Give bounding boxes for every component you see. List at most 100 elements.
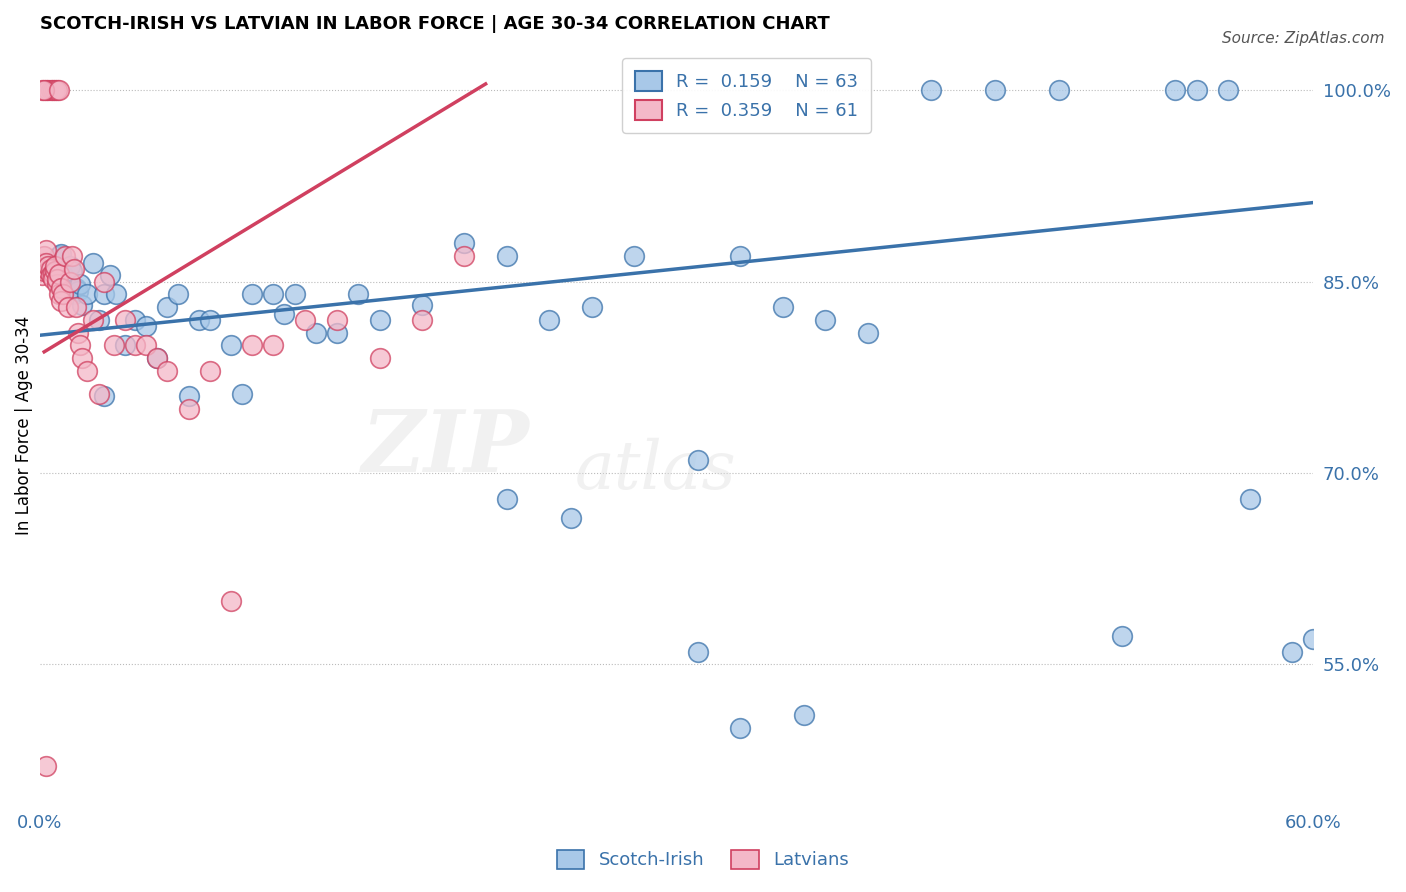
- Point: [188, 313, 211, 327]
- Point: [45, 277, 67, 292]
- Point: [32, 264, 55, 278]
- Point: [240, 287, 263, 301]
- Point: [326, 326, 349, 340]
- Point: [37, 83, 59, 97]
- Point: [35, 260, 58, 274]
- Point: [1111, 629, 1133, 643]
- Point: [67, 284, 90, 298]
- Point: [51, 281, 73, 295]
- Point: [793, 708, 815, 723]
- Text: ZIP: ZIP: [363, 406, 530, 490]
- Point: [41, 268, 63, 283]
- Point: [55, 275, 77, 289]
- Point: [920, 83, 942, 97]
- Point: [284, 287, 307, 301]
- Point: [114, 313, 136, 327]
- Point: [294, 313, 316, 327]
- Point: [1047, 83, 1070, 97]
- Point: [82, 255, 104, 269]
- Point: [65, 281, 87, 295]
- Point: [39, 268, 62, 283]
- Point: [45, 272, 67, 286]
- Point: [772, 300, 794, 314]
- Point: [1281, 644, 1303, 658]
- Point: [262, 287, 284, 301]
- Text: atlas: atlas: [575, 438, 737, 503]
- Point: [145, 351, 167, 366]
- Point: [63, 261, 86, 276]
- Y-axis label: In Labor Force | Age 30-34: In Labor Force | Age 30-34: [15, 316, 32, 535]
- Point: [69, 277, 91, 292]
- Point: [156, 300, 179, 314]
- Point: [44, 264, 66, 278]
- Point: [44, 260, 66, 274]
- Point: [198, 364, 221, 378]
- Point: [48, 83, 70, 97]
- Point: [984, 83, 1007, 97]
- Point: [41, 272, 63, 286]
- Point: [31, 255, 53, 269]
- Point: [730, 249, 752, 263]
- Point: [814, 313, 837, 327]
- Point: [37, 260, 59, 274]
- Legend: Scotch-Irish, Latvians: Scotch-Irish, Latvians: [548, 840, 858, 879]
- Point: [581, 300, 603, 314]
- Point: [93, 389, 115, 403]
- Point: [856, 326, 879, 340]
- Point: [219, 338, 242, 352]
- Point: [368, 313, 391, 327]
- Point: [76, 287, 98, 301]
- Point: [177, 389, 200, 403]
- Point: [453, 249, 475, 263]
- Point: [453, 236, 475, 251]
- Point: [411, 313, 433, 327]
- Point: [89, 313, 111, 327]
- Point: [39, 261, 62, 276]
- Point: [177, 402, 200, 417]
- Point: [51, 246, 73, 260]
- Point: [32, 83, 55, 97]
- Point: [124, 313, 146, 327]
- Point: [48, 249, 70, 263]
- Point: [262, 338, 284, 352]
- Point: [1218, 83, 1240, 97]
- Point: [35, 243, 58, 257]
- Point: [93, 275, 115, 289]
- Point: [32, 249, 55, 263]
- Point: [730, 721, 752, 735]
- Point: [240, 338, 263, 352]
- Point: [48, 287, 70, 301]
- Point: [56, 300, 79, 314]
- Point: [135, 319, 157, 334]
- Legend: R =  0.159    N = 63, R =  0.359    N = 61: R = 0.159 N = 63, R = 0.359 N = 61: [623, 59, 872, 133]
- Point: [45, 83, 67, 97]
- Point: [538, 313, 561, 327]
- Point: [167, 287, 190, 301]
- Point: [72, 351, 94, 366]
- Point: [44, 267, 66, 281]
- Point: [52, 287, 75, 301]
- Point: [411, 298, 433, 312]
- Point: [89, 387, 111, 401]
- Point: [60, 249, 83, 263]
- Point: [35, 83, 58, 97]
- Point: [1239, 491, 1261, 506]
- Point: [145, 351, 167, 366]
- Point: [39, 83, 62, 97]
- Point: [198, 313, 221, 327]
- Point: [69, 338, 91, 352]
- Point: [124, 338, 146, 352]
- Point: [156, 364, 179, 378]
- Point: [1164, 83, 1187, 97]
- Point: [56, 277, 79, 292]
- Point: [686, 453, 709, 467]
- Point: [76, 364, 98, 378]
- Point: [39, 261, 62, 276]
- Point: [98, 268, 121, 283]
- Point: [59, 275, 82, 289]
- Point: [37, 264, 59, 278]
- Point: [114, 338, 136, 352]
- Point: [35, 759, 58, 773]
- Point: [686, 644, 709, 658]
- Point: [1302, 632, 1324, 646]
